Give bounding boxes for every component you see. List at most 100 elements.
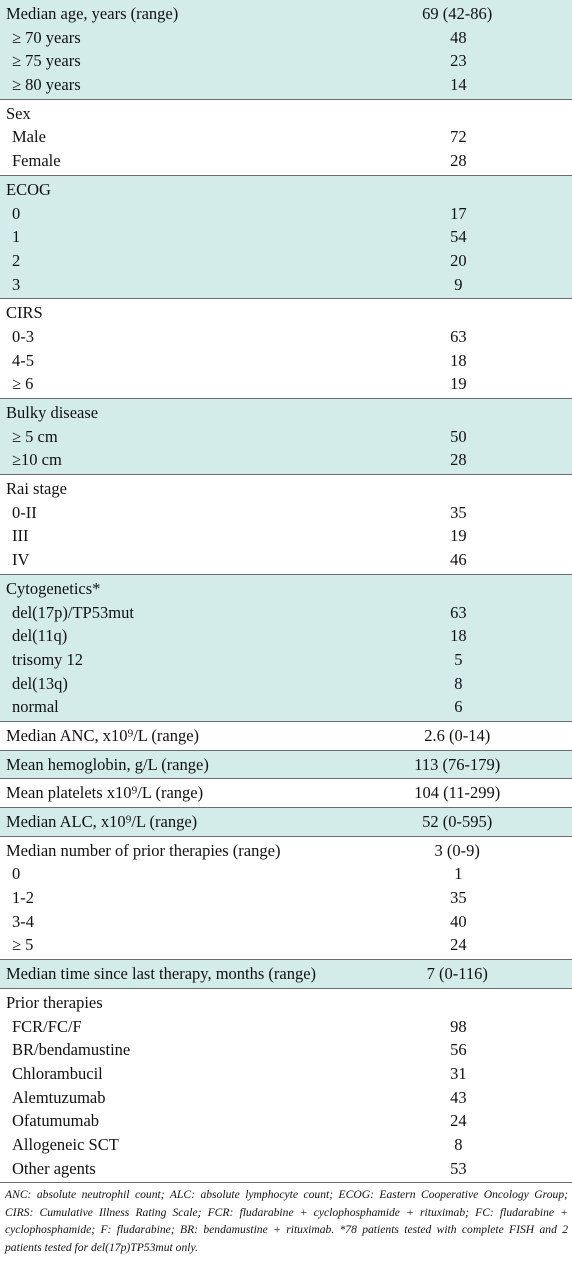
table-row: Sex: [0, 102, 572, 126]
row-value: 50: [450, 426, 467, 446]
table-row: FCR/FC/F 98: [0, 1015, 572, 1039]
row-label: ≥ 70 years: [12, 27, 81, 47]
row-label: Median ANC, x10⁹/L (range): [6, 725, 200, 745]
row-label: ≥ 5 cm: [12, 426, 58, 446]
table-row: del(13q) 8: [0, 672, 572, 696]
row-group: Prior therapies FCR/FC/F 98 BR/bendamustine…: [0, 989, 572, 1184]
row-label: IV: [12, 550, 30, 570]
row-value: 52 (0-595): [422, 812, 493, 831]
row-value: 24: [450, 1111, 467, 1131]
row-value: 18: [450, 626, 467, 646]
row-value: 17: [450, 203, 467, 223]
row-value: 2.6 (0-14): [424, 725, 491, 745]
footnote: ANC: absolute neutrophil count; ALC: abs…: [5, 1188, 568, 1254]
table-row: IV 46: [0, 548, 572, 572]
table-row: ECOG: [0, 178, 572, 202]
row-label: 0: [12, 864, 21, 884]
row-label: normal: [12, 697, 59, 717]
row-value: 53: [450, 1158, 467, 1178]
table-row: Other agents 53: [0, 1157, 572, 1181]
table-row: Median time since last therapy, months (…: [0, 962, 572, 986]
row-group: Cytogenetics* del(17p)/TP53mut 63 del(11q) 1…: [0, 574, 572, 722]
row-label: Alemtuzumab: [12, 1087, 106, 1107]
row-group: Median ALC, x10⁹/L (range) 52 (0-595): [0, 808, 572, 837]
row-label: 0-II: [12, 502, 37, 522]
table-row: CIRS: [0, 301, 572, 325]
row-value: 19: [450, 526, 467, 546]
table-row: ≥ 5 24: [0, 933, 572, 957]
row-value: 18: [450, 350, 467, 370]
row-group: ECOG 0 17 1 54 2 20 3 9: [0, 175, 572, 300]
row-value: 43: [450, 1087, 467, 1107]
row-value: 3 (0-9): [434, 840, 480, 860]
row-group: Median number of prior therapies (range)…: [0, 837, 572, 961]
row-value: 8: [454, 673, 463, 693]
row-label: del(11q): [12, 626, 68, 646]
table-row: Mean hemoglobin, g/L (range) 113 (76-179): [0, 753, 572, 777]
table-row: ≥ 70 years 48: [0, 26, 572, 50]
row-label: BR/bendamustine: [12, 1040, 131, 1060]
table-row: 1 54: [0, 225, 572, 249]
row-label: 3-4: [12, 911, 34, 931]
row-label: Cytogenetics*: [6, 578, 101, 598]
row-value: 1: [454, 864, 463, 884]
table-row: 0-3 63: [0, 325, 572, 349]
row-label: Median time since last therapy, months (…: [6, 964, 317, 984]
row-label: Median ALC, x10⁹/L (range): [6, 812, 198, 831]
table-row: ≥ 75 years 23: [0, 49, 572, 73]
row-label: 0: [12, 203, 21, 223]
row-label: Prior therapies: [6, 992, 103, 1012]
row-label: ≥ 5: [12, 935, 34, 955]
row-label: 0-3: [12, 326, 34, 346]
table-row: Allogeneic SCT 8: [0, 1133, 572, 1157]
row-value: 35: [450, 502, 467, 522]
row-label: ≥ 75 years: [12, 51, 81, 71]
row-label: 2: [12, 250, 21, 270]
table-row: Rai stage: [0, 477, 572, 501]
row-value: 7 (0-116): [426, 964, 488, 984]
row-label: Allogeneic SCT: [12, 1134, 119, 1154]
table-row: del(17p)/TP53mut 63: [0, 601, 572, 625]
row-value: 113 (76-179): [414, 754, 501, 774]
table-row: Bulky disease: [0, 401, 572, 425]
row-label: Chlorambucil: [12, 1063, 103, 1083]
row-label: ≥10 cm: [12, 450, 62, 470]
row-label: Rai stage: [6, 479, 67, 499]
row-value: 19: [450, 374, 467, 394]
row-label: ≥ 80 years: [12, 75, 81, 95]
row-value: 63: [450, 326, 467, 346]
table-row: 2 20: [0, 249, 572, 273]
table-row: Chlorambucil 31: [0, 1062, 572, 1086]
table-row: 4-5 18: [0, 349, 572, 373]
table-row: ≥ 6 19: [0, 372, 572, 396]
table-row: Median ALC, x10⁹/L (range) 52 (0-595): [0, 810, 572, 834]
row-value: 35: [450, 888, 467, 908]
row-label: 1-2: [12, 888, 34, 908]
table-row: ≥10 cm 28: [0, 448, 572, 472]
row-group: Mean hemoglobin, g/L (range) 113 (76-179): [0, 750, 572, 780]
row-value: 5: [454, 649, 463, 669]
row-value: 24: [450, 935, 467, 955]
table-row: 3-4 40: [0, 910, 572, 934]
row-group: Median age, years (range) 69 (42-86) ≥ 70 …: [0, 0, 572, 100]
table-row: Male 72: [0, 125, 572, 149]
row-label: Other agents: [12, 1158, 96, 1178]
row-label: ≥ 6: [12, 374, 34, 394]
row-label: FCR/FC/F: [12, 1016, 82, 1036]
table-row: normal 6: [0, 695, 572, 719]
row-group: Median ANC, x10⁹/L (range) 2.6 (0-14): [0, 722, 572, 751]
row-group: Bulky disease ≥ 5 cm 50 ≥10 cm 28: [0, 399, 572, 476]
table-row: Cytogenetics*: [0, 577, 572, 601]
table-row: Median ANC, x10⁹/L (range) 2.6 (0-14): [0, 724, 572, 748]
row-value: 23: [450, 51, 467, 71]
row-value: 8: [454, 1134, 463, 1154]
row-group: CIRS 0-3 63 4-5 18 ≥ 6 19: [0, 299, 572, 399]
table-row: trisomy 12 5: [0, 648, 572, 672]
row-group: Rai stage 0-II 35 III 19 IV 46: [0, 475, 572, 575]
row-label: Female: [12, 151, 61, 171]
row-label: Mean hemoglobin, g/L (range): [6, 754, 209, 774]
row-value: 31: [450, 1063, 467, 1083]
table-row: Mean platelets x10⁹/L (range) 104 (11-299…: [0, 781, 572, 805]
